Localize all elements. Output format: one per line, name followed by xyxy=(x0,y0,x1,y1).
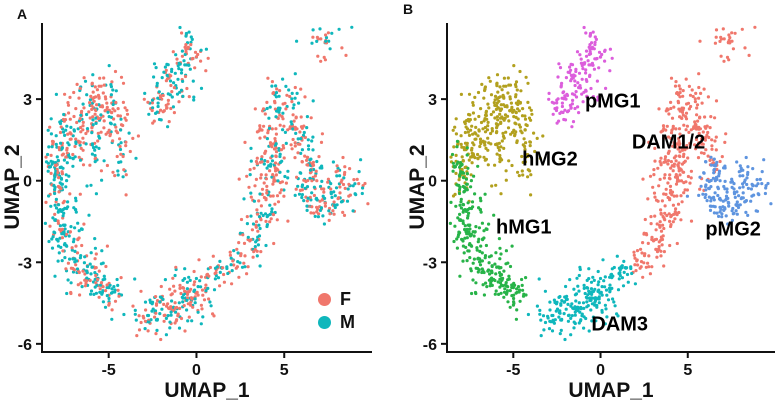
panel-B-ytick-label--3: -3 xyxy=(423,255,437,272)
panel-A-xtick-label-0: 0 xyxy=(192,362,201,379)
panel-a-letter: A xyxy=(17,6,28,22)
panel-A-ytick-label--3: -3 xyxy=(18,255,32,272)
panel-B-xtick-label-5: 5 xyxy=(683,362,692,379)
panel-b-x-axis-label: UMAP_1 xyxy=(568,379,654,402)
cluster-label-DAM1-2: DAM1/2 xyxy=(631,131,706,154)
panel-B-ytick-label-3: 3 xyxy=(428,92,437,109)
panel-b-letter: B xyxy=(403,1,414,17)
legend-item-F: F xyxy=(318,290,355,308)
legend-swatch-F xyxy=(318,292,331,306)
panel-B-cluster-points-pMG2 xyxy=(685,155,773,226)
panel-B-ytick-label-0: 0 xyxy=(428,174,437,191)
panel-B-xtick-label--5: -5 xyxy=(506,362,520,379)
cluster-label-hMG2: hMG2 xyxy=(522,148,578,171)
panel-a-y-axis-label: UMAP_2 xyxy=(1,144,24,230)
panel-b-y-axis-label: UMAP_2 xyxy=(406,144,429,230)
legend-item-M: M xyxy=(318,313,355,331)
panel-B-cluster-points-hMG1 xyxy=(448,139,528,321)
cluster-label-DAM3: DAM3 xyxy=(591,313,649,336)
panel-A-ytick-label-3: 3 xyxy=(23,92,32,109)
panel-a-x-axis-label: UMAP_1 xyxy=(164,379,250,402)
panel-A-xtick-label--5: -5 xyxy=(102,362,116,379)
cluster-label-pMG1: pMG1 xyxy=(584,90,641,113)
panel-B-cluster-points-DAM1-2 xyxy=(631,25,757,279)
panel-B-xtick-label-0: 0 xyxy=(596,362,605,379)
panel-A-points xyxy=(43,25,370,342)
panel-B-cluster-points-pMG1 xyxy=(547,25,614,129)
panel-A-ytick-label--6: -6 xyxy=(18,337,32,354)
panel-A-xtick-label-5: 5 xyxy=(280,362,289,379)
cluster-label-pMG2: pMG2 xyxy=(705,218,761,241)
legend-label-F: F xyxy=(340,289,351,309)
panel-B-cluster-points-DAM3 xyxy=(526,254,638,342)
legend-label-M: M xyxy=(340,312,355,332)
panel-A-ytick-label-0: 0 xyxy=(23,174,32,191)
panel-B-cluster-points-hMG2 xyxy=(449,64,545,203)
cluster-label-hMG1: hMG1 xyxy=(495,216,552,239)
panel-B-ytick-label--6: -6 xyxy=(423,337,437,354)
legend-swatch-M xyxy=(318,315,331,329)
